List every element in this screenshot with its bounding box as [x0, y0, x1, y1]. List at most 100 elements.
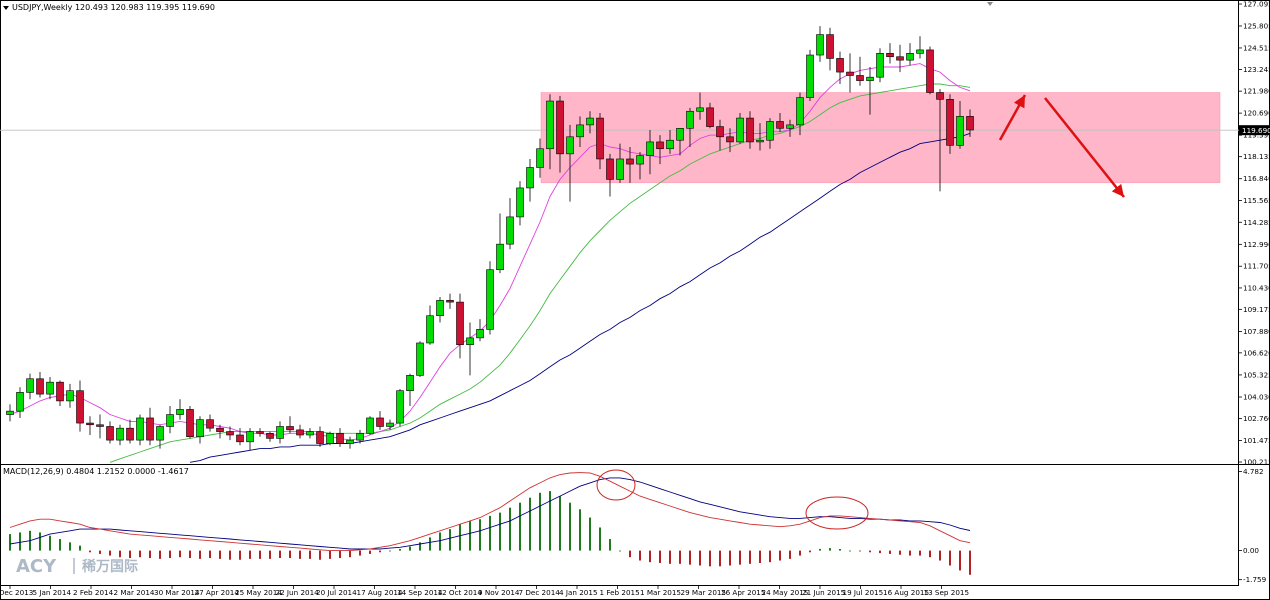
macd-hist-bar: [199, 550, 201, 559]
candle-body: [506, 216, 514, 245]
candle-body: [716, 126, 724, 138]
macd-hist-bar: [819, 548, 821, 551]
macd-hist-bar: [969, 550, 971, 575]
price-tick-label: 105.325: [1243, 370, 1270, 379]
candle-body: [676, 127, 684, 141]
candle-body: [796, 97, 804, 126]
candle-body: [546, 100, 554, 150]
macd-hist-bar: [509, 507, 511, 551]
macd-hist-bar: [159, 550, 161, 559]
candle-body: [366, 417, 374, 434]
price-tick-label: 114.285: [1243, 218, 1270, 227]
macd-hist-bar: [789, 550, 791, 559]
macd-hist-bar: [9, 534, 11, 551]
macd-hist-bar: [729, 550, 731, 566]
macd-hist-bar: [519, 502, 521, 551]
candle-body: [256, 431, 264, 434]
candle-body: [136, 417, 144, 441]
macd-hist-bar: [119, 550, 121, 558]
candle-body: [126, 427, 134, 441]
candle-body: [206, 419, 214, 429]
time-tick-label: 21 Jun 2015: [802, 588, 845, 597]
macd-hist-bar: [409, 546, 411, 551]
time-tick-label: 25 May 2014: [235, 588, 282, 597]
candle-body: [36, 378, 44, 395]
candle-body: [566, 136, 574, 155]
macd-hist-bar: [499, 512, 501, 551]
macd-hist-bar: [309, 550, 311, 559]
candle-body: [886, 53, 894, 58]
candle-body: [356, 432, 364, 441]
price-tick-label: 107.880: [1243, 327, 1270, 336]
candle-body: [216, 427, 224, 432]
macd-hist-bar: [919, 550, 921, 556]
time-tick-label: 14 Sep 2014: [397, 588, 443, 597]
candle-body: [866, 76, 874, 81]
macd-hist-bar: [399, 548, 401, 551]
candle-body: [346, 439, 354, 444]
macd-hist-bar: [579, 509, 581, 551]
macd-hist-bar: [209, 550, 211, 559]
macd-hist-bar: [79, 545, 81, 551]
candle-body: [146, 417, 154, 441]
candle-body: [896, 56, 904, 61]
candle-body: [846, 71, 854, 76]
macd-hist-bar: [289, 550, 291, 559]
candle-body: [336, 432, 344, 444]
macd-hist-bar: [759, 550, 761, 563]
price-tick-label: 115.565: [1243, 196, 1270, 205]
time-tick-label: 8 Dec 2013: [0, 588, 33, 597]
candle-body: [616, 158, 624, 180]
macd-hist-bar: [259, 550, 261, 559]
price-tick-label: 124.515: [1243, 43, 1270, 52]
macd-hist-bar: [769, 550, 771, 563]
macd-hist-bar: [459, 524, 461, 551]
macd-hist-bar: [609, 539, 611, 551]
macd-hist-bar: [319, 550, 321, 560]
candle-body: [926, 49, 934, 93]
macd-hist-bar: [739, 550, 741, 565]
macd-hist-bar: [849, 550, 851, 552]
macd-tick-label: 0.00: [1243, 546, 1259, 555]
candle-body: [276, 426, 284, 439]
candle-body: [776, 121, 784, 129]
macd-hist-bar: [359, 550, 361, 556]
candle-body: [176, 409, 184, 415]
macd-hist-bar: [569, 502, 571, 551]
candle-body: [536, 148, 544, 168]
candle-body: [196, 419, 204, 437]
macd-hist-bar: [889, 550, 891, 554]
macd-hist-bar: [829, 548, 831, 551]
candle-body: [906, 53, 914, 61]
candle-body: [646, 141, 654, 156]
crossover-circle-1: [596, 469, 636, 501]
crossover-circle-2: [805, 496, 869, 530]
arrow-down-head: [1111, 183, 1124, 197]
candle-body: [46, 381, 54, 395]
macd-hist-bar: [139, 550, 141, 558]
macd-hist-bar: [219, 550, 221, 559]
candle-body: [836, 58, 844, 73]
time-tick-label: 19 Jul 2015: [843, 588, 884, 597]
macd-hist-bar: [619, 550, 621, 552]
candle-body: [636, 155, 644, 165]
candle-body: [816, 34, 824, 56]
macd-hist-bar: [749, 550, 751, 564]
time-tick-label: 4 Jan 2015: [559, 588, 598, 597]
candle-body: [226, 431, 234, 436]
candle-body: [106, 426, 114, 441]
time-tick-label: 2 Feb 2014: [73, 588, 114, 597]
time-tick-label: 20 Jul 2014: [316, 588, 357, 597]
price-tick-label: 111.705: [1243, 262, 1270, 271]
candle-body: [946, 99, 954, 146]
macd-hist-bar: [19, 532, 21, 551]
macd-tick-label: -1.759: [1243, 575, 1267, 584]
candle-body: [666, 139, 674, 150]
macd-hist-bar: [809, 550, 811, 553]
candle-body: [76, 390, 84, 424]
macd-hist-bar: [859, 550, 861, 552]
candle-body: [526, 167, 534, 189]
